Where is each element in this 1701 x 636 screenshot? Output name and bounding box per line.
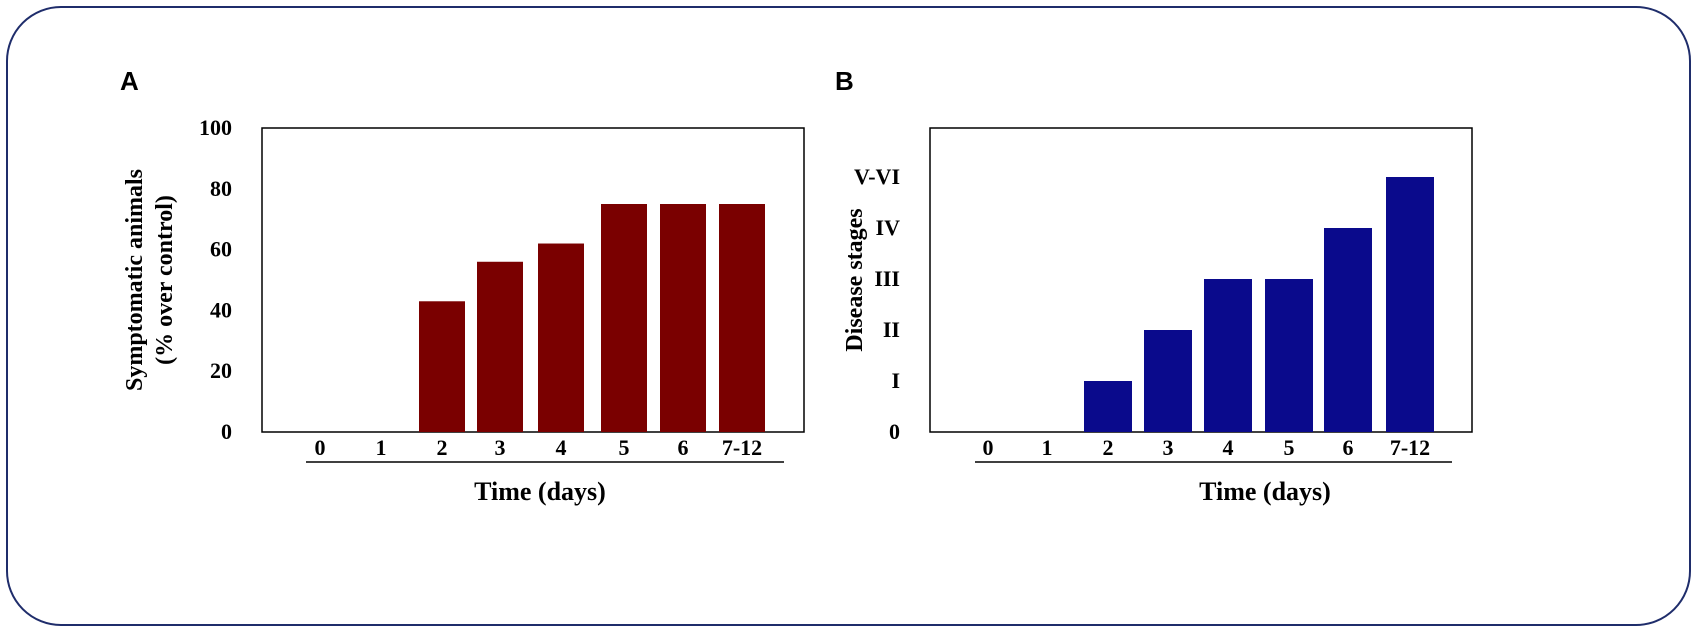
panel-a-y-tick-label: 60 [210, 237, 232, 262]
panel-b-x-label: Time (days) [1199, 477, 1331, 506]
panel-b-x-tick-label: 2 [1103, 435, 1114, 460]
panel-a-y-label-line2: (% over control) [152, 195, 178, 365]
panel-a-y-tick-label: 0 [221, 419, 232, 444]
panel-a-x-tick-label: 4 [556, 435, 567, 460]
panel-b-x-tick-label: 7-12 [1390, 435, 1430, 460]
panel-a-x-label: Time (days) [474, 477, 606, 506]
panel-b-x-tick-label: 4 [1223, 435, 1234, 460]
panel-b-x-tick-label: 0 [983, 435, 994, 460]
panel-b-bar [1084, 381, 1132, 432]
panel-b-bar [1386, 177, 1434, 432]
panel-a-bar [538, 243, 584, 432]
panel-a-x-tick-label: 0 [315, 435, 326, 460]
panel-a-y-tick-label: 40 [210, 297, 232, 322]
panel-b-x-tick-label: 5 [1284, 435, 1295, 460]
panel-a-bar [719, 204, 765, 432]
panel-a-x-tick-label: 3 [495, 435, 506, 460]
panel-a-y-tick-label: 100 [199, 115, 232, 140]
panel-b-x-tick-label: 1 [1042, 435, 1053, 460]
panel-a-letter: A [120, 66, 139, 96]
panel-b-bar [1324, 228, 1372, 432]
panel-b-y-label: Disease stages [842, 208, 868, 351]
panel-b-y-tick-label: IV [876, 215, 901, 240]
panel-a-bar [477, 261, 523, 432]
panel-a-bar [419, 301, 465, 432]
panel-a-y-tick-label: 80 [210, 176, 232, 201]
panel-b-y-tick-label: 0 [889, 419, 900, 444]
panel-a-plot-frame [261, 127, 805, 433]
panel-b: B Time (days) Disease stages [835, 66, 1473, 506]
panel-b-bar [1144, 330, 1192, 432]
panel-b-y-tick-label: III [874, 266, 900, 291]
panel-a-x-tick-label: 2 [437, 435, 448, 460]
panel-a-bar [660, 204, 706, 432]
panel-a-y-label-line1: Symptomatic animals [122, 169, 148, 391]
panel-b-y-tick-label: V-VI [854, 164, 900, 189]
panel-a: A Time (days) Symptomatic animals (% ove… [120, 66, 805, 506]
panel-b-bar [1204, 279, 1252, 432]
panel-b-x-tick-label: 3 [1163, 435, 1174, 460]
panel-b-x-tick-label: 6 [1343, 435, 1354, 460]
panel-b-letter: B [835, 66, 854, 96]
panel-a-x-tick-label: 7-12 [722, 435, 762, 460]
panel-a-x-tick-label: 1 [376, 435, 387, 460]
panel-b-y-tick-label: I [891, 368, 900, 393]
figure-frame [6, 6, 1691, 626]
panel-b-bar [1265, 279, 1313, 432]
panel-b-plot-frame [929, 127, 1473, 433]
panel-a-x-tick-label: 5 [619, 435, 630, 460]
panel-a-y-tick-label: 20 [210, 358, 232, 383]
panel-a-bar [601, 204, 647, 432]
panel-a-x-tick-label: 6 [678, 435, 689, 460]
panel-b-y-tick-label: II [883, 317, 900, 342]
